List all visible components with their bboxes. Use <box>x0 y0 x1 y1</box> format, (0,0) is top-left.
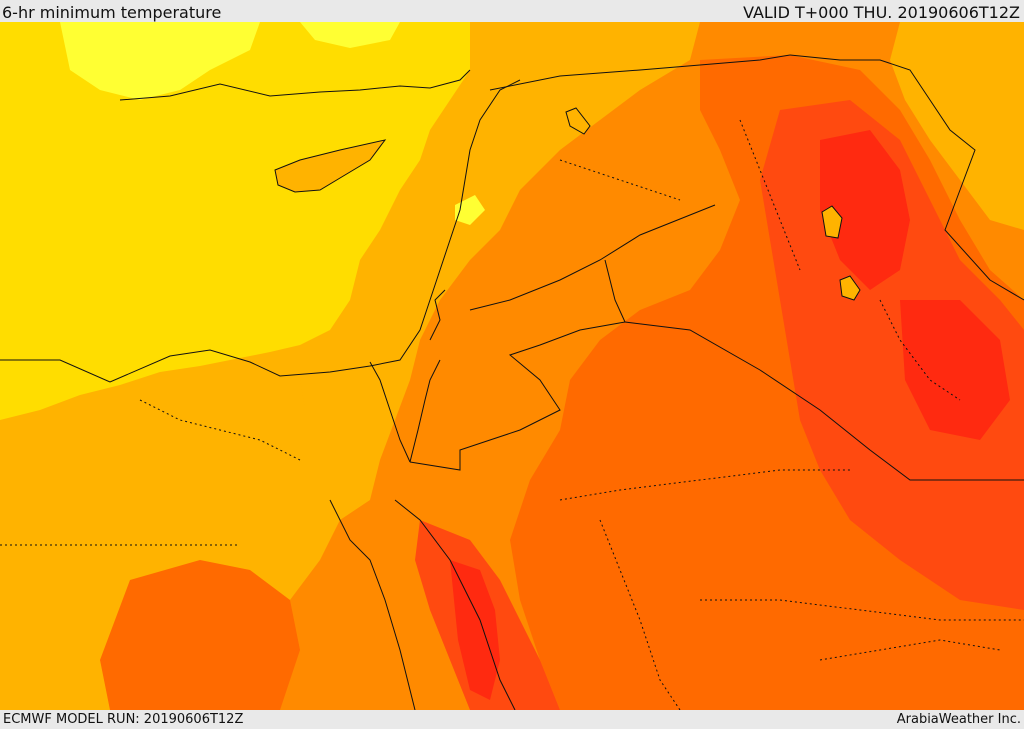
field-red-2 <box>900 300 1010 440</box>
lake-1 <box>821 205 843 239</box>
field-light-yellow-1 <box>60 22 260 100</box>
header-bar: 6-hr minimum temperature VALID T+000 THU… <box>0 0 1024 22</box>
red-sea-coast-east <box>394 499 516 710</box>
cyprus-island <box>274 139 387 193</box>
field-red-1 <box>820 130 910 290</box>
lake-2 <box>839 275 861 301</box>
turkey-coast <box>119 69 471 101</box>
temperature-map <box>0 22 1024 710</box>
lake-3 <box>565 107 591 135</box>
mediterranean-coast <box>0 79 521 383</box>
field-red-3 <box>450 560 500 700</box>
field-light-yellow-2 <box>300 22 400 48</box>
internal-boundaries <box>0 119 1024 710</box>
field-amber-sinai <box>300 370 385 480</box>
field-amber-north-east <box>890 22 1024 230</box>
field-yellow <box>0 22 470 420</box>
map-title: 6-hr minimum temperature <box>2 3 222 22</box>
national-borders <box>369 54 1024 481</box>
field-light-yellow-3 <box>455 195 485 225</box>
model-run-label: ECMWF MODEL RUN: 20190606T12Z <box>3 712 244 727</box>
field-dark-orange-south-west <box>100 560 300 710</box>
valid-time-label: VALID T+000 THU. 20190606T12Z <box>743 3 1020 22</box>
red-sea-outline <box>329 499 416 710</box>
credit-label: ArabiaWeather Inc. <box>896 712 1021 727</box>
footer-bar: ECMWF MODEL RUN: 20190606T12Z ArabiaWeat… <box>0 710 1024 729</box>
